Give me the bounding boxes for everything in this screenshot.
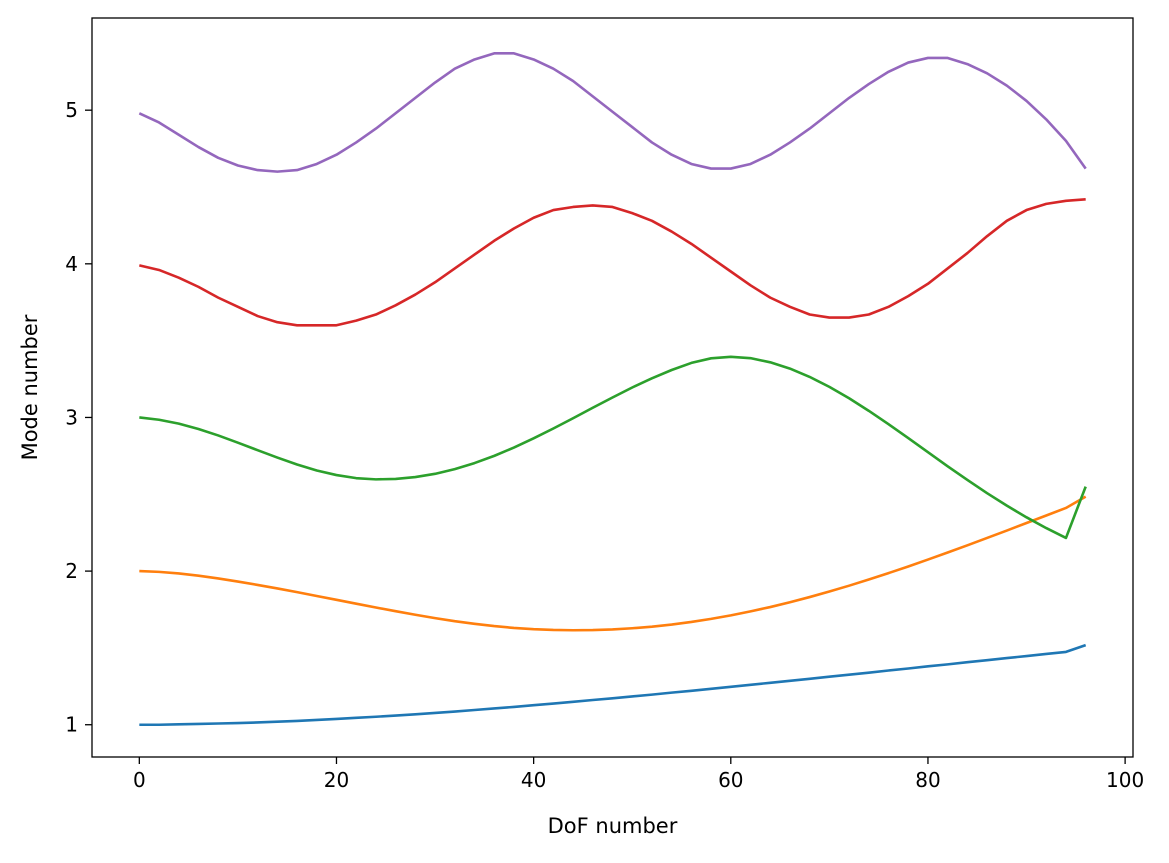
x-tick-label: 0 — [133, 768, 146, 792]
x-tick-label: 100 — [1106, 768, 1144, 792]
y-tick-label: 3 — [65, 405, 78, 429]
y-tick-label: 2 — [65, 559, 78, 583]
series-line-5 — [138, 52, 1087, 173]
x-axis-label: DoF number — [548, 814, 678, 838]
series-line-2 — [139, 495, 1087, 632]
plot-frame — [91, 17, 1134, 758]
y-tick-label: 5 — [65, 98, 78, 122]
y-axis-label: Mode number — [18, 314, 42, 460]
y-tick-label: 1 — [65, 713, 78, 737]
y-tick-label: 4 — [65, 252, 78, 276]
ticks-layer: 0 20 40 60 80 100 1 2 3 4 5 — [65, 98, 1144, 792]
x-tick-label: 60 — [718, 768, 743, 792]
x-tick-label: 40 — [521, 768, 546, 792]
series-line-3 — [139, 355, 1087, 540]
series-line-1 — [139, 643, 1087, 727]
x-tick-label: 80 — [915, 768, 940, 792]
series-line-4 — [139, 197, 1086, 327]
series-layer — [138, 52, 1087, 727]
x-tick-label: 20 — [324, 768, 349, 792]
